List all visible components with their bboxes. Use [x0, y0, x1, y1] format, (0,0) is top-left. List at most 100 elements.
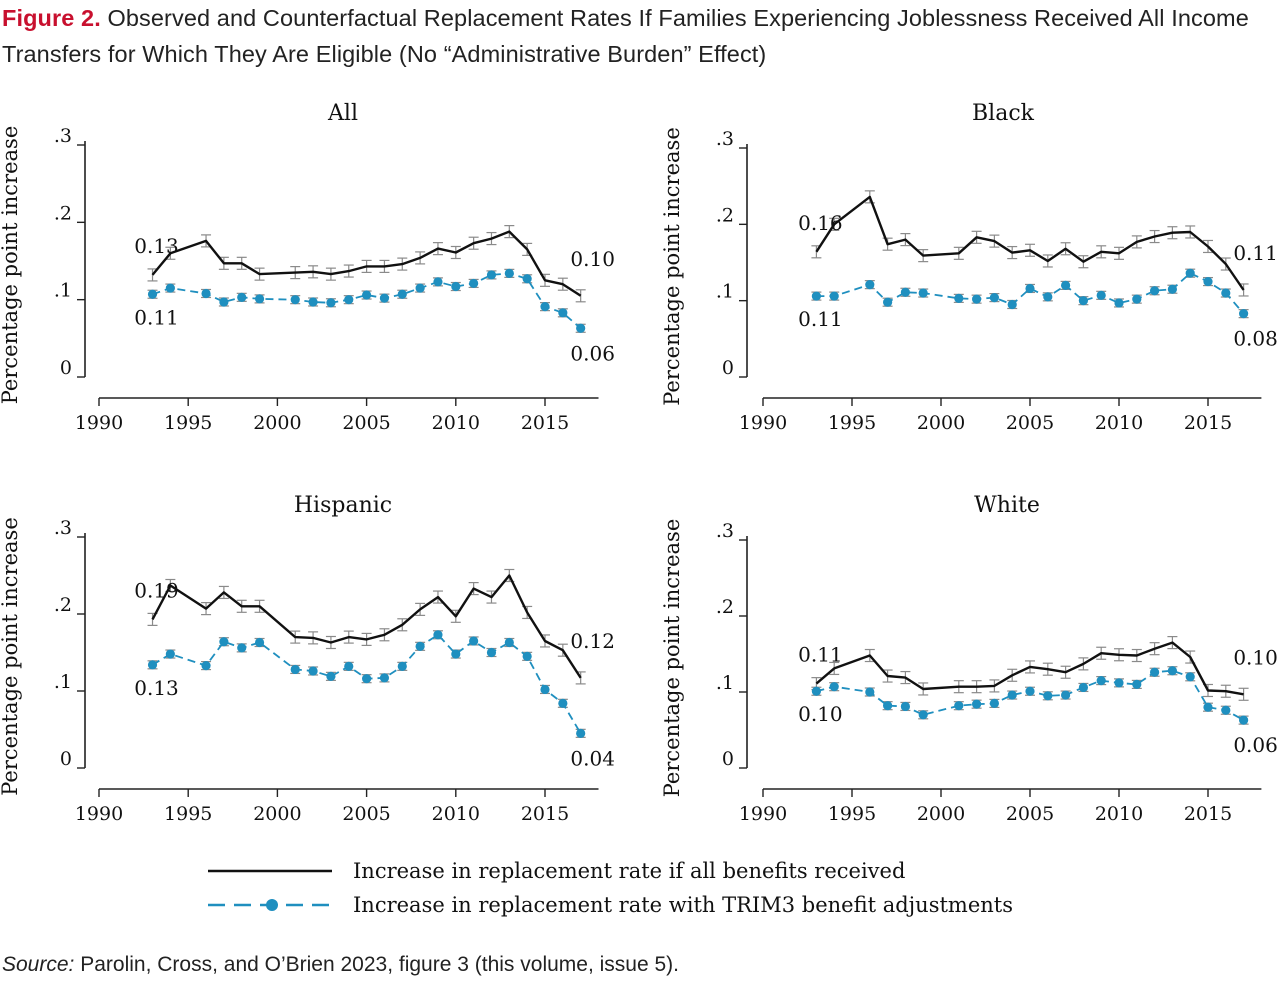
series-all_benefits: [811, 635, 1249, 701]
data-point: [1185, 268, 1195, 278]
data-point: [201, 288, 211, 299]
data-point: [504, 637, 514, 648]
x-tick-label: 2000: [917, 412, 965, 434]
x-tick-label: 2000: [917, 803, 965, 825]
data-point: [1025, 283, 1035, 294]
data-point: [829, 682, 839, 692]
x-tick-label: 2005: [1006, 412, 1054, 434]
data-point: [379, 293, 390, 303]
legend-item-trim3: Increase in replacement rate with TRIM3 …: [205, 889, 1105, 921]
data-point: [1025, 686, 1035, 696]
data-point: [900, 701, 911, 712]
data-point: [451, 281, 461, 292]
source-note: Source: Parolin, Cross, and O’Brien 2023…: [2, 950, 679, 980]
data-point: [433, 630, 443, 640]
x-tick-label: 1995: [828, 803, 876, 825]
data-label: 0.10: [570, 247, 615, 271]
data-point: [918, 710, 928, 720]
series-all_benefits: [147, 225, 586, 303]
data-point: [433, 277, 443, 287]
data-point: [1203, 276, 1213, 287]
y-tick-label: .1: [716, 281, 734, 303]
y-axis-label: Percentage point increase: [0, 126, 22, 405]
x-tick-label: 2005: [342, 412, 390, 434]
data-point: [883, 297, 893, 307]
data-point: [972, 699, 982, 709]
data-point: [326, 298, 336, 308]
x-tick-label: 2010: [1095, 412, 1143, 434]
data-label: 0.13: [134, 234, 179, 258]
data-point: [540, 684, 550, 695]
data-label: 0.11: [1233, 241, 1278, 265]
x-tick-label: 1990: [739, 412, 787, 434]
data-point: [1114, 678, 1124, 688]
x-tick-label: 1990: [739, 803, 787, 825]
data-point: [1096, 676, 1106, 686]
data-label: 0.11: [134, 305, 179, 329]
data-point: [918, 288, 928, 298]
x-tick-label: 1990: [75, 412, 123, 434]
x-tick-label: 2010: [432, 803, 480, 825]
data-point: [522, 274, 532, 284]
chart-panel-all: All Percentage point increase 0 .1 .2 .3 1990 1…: [0, 101, 615, 434]
y-tick-label: .1: [716, 672, 734, 694]
data-point: [1114, 298, 1124, 308]
data-point: [954, 701, 964, 711]
y-axis-label: Percentage point increase: [0, 517, 22, 796]
data-point: [1239, 715, 1249, 725]
x-tick-label: 2005: [1006, 803, 1054, 825]
data-point: [811, 291, 822, 301]
data-point: [147, 660, 158, 670]
data-point: [415, 641, 425, 651]
data-point: [486, 270, 497, 280]
legend: Increase in replacement rate if all bene…: [205, 855, 1105, 925]
chart-title: White: [974, 493, 1040, 518]
y-tick-label: 0: [60, 748, 72, 770]
data-point: [1043, 292, 1053, 302]
data-point: [237, 292, 247, 302]
chart-panel-white: White Percentage point increase 0 .1 .2 .3 199…: [660, 493, 1278, 825]
data-label: 0.06: [1233, 733, 1278, 757]
data-point: [415, 283, 425, 293]
y-tick-label: .1: [54, 280, 72, 302]
x-tick-label: 2015: [1184, 412, 1232, 434]
series-trim3: [811, 268, 1249, 319]
data-label: 0.10: [798, 702, 843, 726]
data-point: [1007, 299, 1017, 310]
y-tick-label: 0: [722, 748, 734, 770]
x-tick-label: 2015: [521, 803, 569, 825]
chart-panel-hispanic: Hispanic Percentage point increase 0 .1 .2 .3…: [0, 493, 615, 825]
legend-swatch-solid: [208, 869, 332, 873]
y-axis-label: Percentage point increase: [660, 519, 684, 798]
data-point: [972, 294, 982, 304]
y-tick-label: .3: [716, 520, 734, 542]
data-point: [540, 302, 550, 312]
data-point: [1239, 309, 1249, 319]
data-label: 0.08: [1233, 327, 1278, 351]
data-point: [308, 666, 318, 676]
data-label: 0.10: [1233, 645, 1278, 669]
data-point: [865, 687, 875, 697]
data-label: 0.12: [570, 629, 615, 653]
data-point: [829, 291, 839, 301]
series-line-trim3: [816, 272, 1245, 315]
data-point: [1061, 690, 1071, 700]
series-line-trim3: [152, 633, 582, 734]
data-point: [1132, 294, 1142, 304]
data-point: [1167, 284, 1177, 294]
data-point: [147, 289, 158, 299]
data-point: [811, 686, 822, 696]
source-text: Parolin, Cross, and O’Brien 2023, figure…: [80, 953, 679, 976]
y-tick-label: .2: [54, 202, 72, 224]
x-tick-label: 2010: [432, 412, 480, 434]
data-label: 0.13: [134, 676, 179, 700]
y-tick-label: .3: [716, 128, 734, 150]
series-all_benefits: [811, 190, 1249, 297]
series-line-trim3: [152, 272, 582, 329]
data-point: [237, 643, 247, 653]
x-tick-label: 1995: [164, 412, 212, 434]
y-tick-label: .1: [54, 671, 72, 693]
y-tick-label: .3: [54, 517, 72, 539]
legend-item-all-benefits: Increase in replacement rate if all bene…: [205, 855, 1105, 887]
x-tick-label: 1995: [828, 412, 876, 434]
